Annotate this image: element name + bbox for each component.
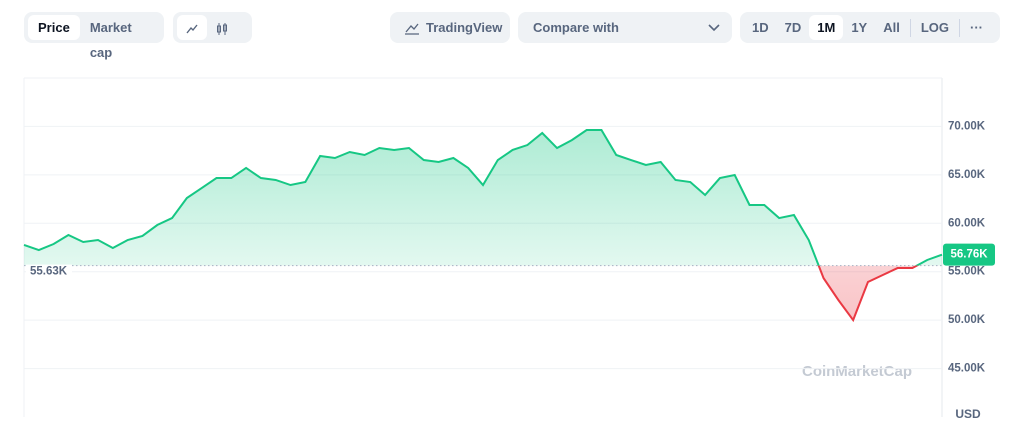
current-label: 56.76K [950, 249, 988, 261]
price-toggle: Price Market cap [24, 12, 164, 60]
y-tick-label: 55.00K [948, 266, 986, 278]
currency-label: USD [955, 407, 981, 421]
y-tick-label: 65.00K [948, 169, 986, 181]
compare-dropdown[interactable]: Compare with [518, 12, 732, 43]
y-tick-label: 60.00K [948, 217, 986, 229]
y-tick-label: 70.00K [948, 120, 986, 132]
range-button[interactable]: 1M [809, 15, 844, 40]
price-line-up [23, 129, 943, 266]
range-toggle: 1D 7D 1M 1Y All LOG ··· [740, 12, 1000, 43]
tv-icon [405, 23, 419, 35]
separator [959, 18, 961, 37]
separator [909, 18, 911, 37]
chart-style-toggle [173, 12, 252, 43]
line-icon [186, 24, 198, 33]
y-tick-label: 50.00K [948, 314, 986, 326]
baseline-label-bg [26, 264, 72, 279]
y-tick-label: 45.00K [948, 363, 986, 375]
log-button[interactable]: LOG [920, 20, 950, 35]
chevron [708, 23, 720, 31]
range-button[interactable]: 7D [784, 20, 802, 35]
compare-label: Compare with [533, 20, 619, 35]
current-badge [943, 243, 995, 266]
range-button[interactable]: 1Y [851, 20, 868, 35]
more-button[interactable]: ··· [970, 20, 984, 35]
tradingview-button[interactable]: TradingView [390, 12, 510, 43]
tradingview-label: TradingView [426, 20, 503, 35]
candle-icon [217, 22, 227, 35]
range-button[interactable]: 1D [752, 20, 769, 35]
candle-chart-button[interactable] [207, 15, 237, 40]
price-button[interactable]: Price [28, 15, 80, 40]
baseline-label: 55.63K [30, 266, 68, 278]
watermark: CoinMarketCap [802, 363, 912, 380]
range-button[interactable]: All [883, 20, 900, 35]
line-chart-button[interactable] [177, 15, 207, 40]
area-up [24, 130, 942, 266]
market-cap-button[interactable]: Market cap [89, 20, 132, 60]
